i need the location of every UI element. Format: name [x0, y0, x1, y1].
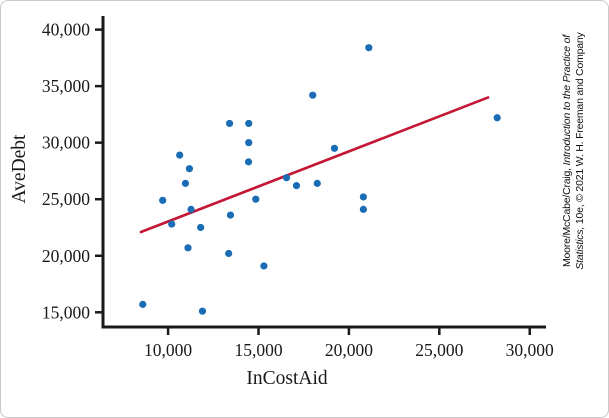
axes: 10,000 15,000 20,000 25,000 30,000 15,000 20,0…	[42, 16, 554, 360]
data-point	[330, 144, 339, 152]
plot-marks	[139, 44, 501, 315]
data-point	[282, 174, 291, 182]
x-tick-label: 25,000	[415, 340, 463, 360]
x-axis-title: InCostAid	[246, 368, 328, 389]
data-point	[181, 179, 190, 187]
data-point	[359, 193, 367, 201]
data-point	[245, 119, 253, 128]
data-point	[225, 119, 234, 128]
data-point	[313, 179, 321, 187]
data-point	[185, 165, 194, 173]
attribution-line-1: Moore/McCabe/Craig, Introduction to the …	[561, 35, 573, 268]
data-point	[359, 205, 367, 213]
data-point	[365, 44, 373, 52]
y-axis-title: AveDebt	[9, 134, 30, 204]
y-tick-label: 40,000	[42, 20, 90, 40]
data-point	[244, 158, 253, 166]
data-point	[493, 114, 501, 122]
data-point	[292, 182, 301, 190]
data-point	[252, 195, 260, 203]
x-tick-label: 10,000	[144, 340, 192, 360]
y-tick-label: 35,000	[42, 76, 90, 96]
data-point	[159, 196, 167, 204]
data-point	[197, 223, 205, 232]
y-tick-label: 15,000	[42, 302, 90, 322]
x-tick-label: 15,000	[234, 340, 282, 360]
x-tick-label: 30,000	[506, 340, 554, 360]
data-point	[184, 244, 192, 252]
data-point	[309, 91, 317, 99]
data-point	[176, 151, 184, 159]
data-point	[245, 139, 253, 147]
y-tick-label: 30,000	[42, 133, 90, 153]
data-point	[168, 220, 176, 228]
y-tick-label: 25,000	[42, 189, 90, 209]
attribution-text: Moore/McCabe/Craig, Introduction to the …	[561, 7, 587, 295]
y-tick-label: 20,000	[42, 246, 90, 266]
data-point	[226, 211, 235, 219]
data-point	[260, 262, 268, 270]
data-point	[139, 300, 147, 308]
data-point	[198, 307, 207, 315]
data-point	[225, 249, 233, 258]
attribution-line-2: Statistics, 10e, © 2021 W. H. Freeman an…	[574, 32, 586, 270]
x-tick-label: 20,000	[325, 340, 373, 360]
regression-line	[139, 96, 490, 234]
data-point	[187, 205, 195, 213]
